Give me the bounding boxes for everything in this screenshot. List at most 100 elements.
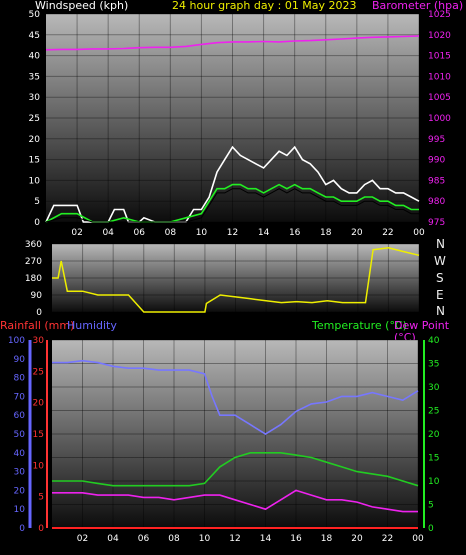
direction-tick-label: 90 [31, 291, 43, 301]
wind-tick-label: 25 [29, 114, 40, 124]
temperature-tick-label: 0 [428, 524, 434, 534]
temperature-x-tick-label: 02 [77, 534, 88, 544]
wind-tick-label: 20 [29, 135, 41, 145]
barometer-tick-label: 995 [428, 135, 445, 145]
temperature-x-tick-label: 10 [199, 534, 211, 544]
barometer-tick-label: 990 [428, 156, 445, 166]
humidity-tick-label: 30 [14, 468, 26, 478]
humidity-title: Humidity [67, 319, 117, 332]
barometer-tick-label: 1025 [428, 10, 451, 20]
temperature-tick-label: 15 [428, 454, 439, 464]
temperature-tick-label: 30 [428, 383, 440, 393]
wind-tick-label: 45 [29, 31, 40, 41]
wind-x-tick-label: 08 [165, 228, 177, 238]
temperature-x-tick-label: 14 [260, 534, 272, 544]
temperature-x-tick-label: 00 [412, 534, 424, 544]
temperature-title: Temperature (°C) [312, 319, 407, 332]
temperature-x-tick-label: 06 [138, 534, 150, 544]
wind-direction-line [52, 247, 420, 313]
wind-tick-label: 10 [29, 176, 41, 186]
rain-tick-label: 30 [33, 336, 45, 346]
temperature-tick-label: 40 [428, 336, 440, 346]
barometer-tick-label: 975 [428, 218, 445, 228]
direction-tick-label: 270 [25, 257, 42, 267]
barometer-title: Barometer (hpa) [372, 0, 464, 12]
wind-tick-label: 0 [34, 218, 40, 228]
humidity-tick-label: 70 [14, 392, 26, 402]
barometer-tick-label: 980 [428, 197, 445, 207]
wind-x-tick-label: 00 [413, 228, 425, 238]
direction-panel-background [52, 244, 419, 312]
direction-tick-label: 0 [36, 308, 42, 318]
direction-tick-label: 180 [25, 274, 42, 284]
dewpoint-line [52, 489, 418, 513]
temperature-x-tick-label: 04 [107, 534, 119, 544]
temperature-panel-background [52, 340, 418, 528]
humidity-tick-label: 50 [14, 430, 26, 440]
wind-tick-label: 40 [29, 52, 41, 62]
wind-x-tick-label: 12 [227, 228, 238, 238]
wind-tick-label: 35 [29, 72, 40, 82]
direction-label-s: S [436, 271, 444, 285]
humidity-tick-label: 20 [14, 486, 26, 496]
wind-tick-label: 30 [29, 93, 41, 103]
temperature-x-tick-label: 12 [229, 534, 240, 544]
temperature-x-tick-label: 20 [351, 534, 363, 544]
rain-tick-label: 20 [33, 399, 45, 409]
wind-x-tick-label: 04 [102, 228, 114, 238]
direction-label-n-top: N [436, 237, 445, 251]
barometer-tick-label: 1015 [428, 52, 451, 62]
windspeed-title: Windspeed (kph) [35, 0, 129, 12]
wind-tick-label: 15 [29, 156, 40, 166]
humidity-tick-label: 90 [14, 355, 26, 365]
temperature-x-tick-label: 22 [382, 534, 393, 544]
barometer-tick-label: 1000 [428, 114, 451, 124]
rain-tick-label: 0 [38, 524, 44, 534]
direction-label-e: E [436, 288, 444, 302]
temperature-x-tick-label: 18 [321, 534, 333, 544]
wind-x-tick-label: 14 [258, 228, 270, 238]
barometer-tick-label: 985 [428, 176, 445, 186]
wind-tick-label: 5 [34, 197, 40, 207]
rain-tick-label: 5 [38, 493, 44, 503]
direction-label-n-bottom: N [436, 304, 445, 318]
direction-tick-label: 360 [25, 240, 42, 250]
graph-title: 24 hour graph day : 01 May 2023 [172, 0, 357, 12]
humidity-tick-label: 10 [14, 505, 26, 515]
rainfall-title: Rainfall (mm) [0, 319, 75, 332]
temperature-tick-label: 35 [428, 360, 439, 370]
temperature-tick-label: 20 [428, 430, 440, 440]
humidity-tick-label: 40 [14, 449, 26, 459]
wind-x-tick-label: 22 [382, 228, 393, 238]
humidity-tick-label: 0 [19, 524, 25, 534]
rain-tick-label: 25 [33, 367, 44, 377]
barometer-line [45, 35, 420, 51]
temperature-tick-label: 25 [428, 407, 439, 417]
wind-tick-label: 50 [29, 10, 41, 20]
humidity-tick-label: 60 [14, 411, 26, 421]
direction-label-w: W [434, 254, 446, 268]
temperature-x-tick-label: 16 [290, 534, 302, 544]
humidity-tick-label: 80 [14, 374, 26, 384]
humidity-tick-label: 100 [8, 336, 25, 346]
rain-tick-label: 10 [33, 461, 45, 471]
wind-x-tick-label: 06 [134, 228, 146, 238]
humidity-line [52, 359, 419, 435]
temperature-tick-label: 5 [428, 501, 434, 511]
barometer-tick-label: 1005 [428, 93, 451, 103]
wind-x-tick-label: 10 [196, 228, 208, 238]
barometer-tick-label: 1020 [428, 31, 451, 41]
temperature-tick-label: 10 [428, 477, 440, 487]
rain-tick-label: 15 [33, 430, 44, 440]
temperature-x-tick-label: 08 [168, 534, 180, 544]
wind-x-tick-label: 18 [320, 228, 332, 238]
wind-lull-line [45, 188, 419, 223]
wind-gust-line [45, 145, 420, 223]
barometer-tick-label: 1010 [428, 72, 451, 82]
wind-x-tick-label: 02 [71, 228, 82, 238]
wind-x-tick-label: 20 [351, 228, 363, 238]
wind-x-tick-label: 16 [289, 228, 301, 238]
temperature-line [52, 451, 419, 487]
